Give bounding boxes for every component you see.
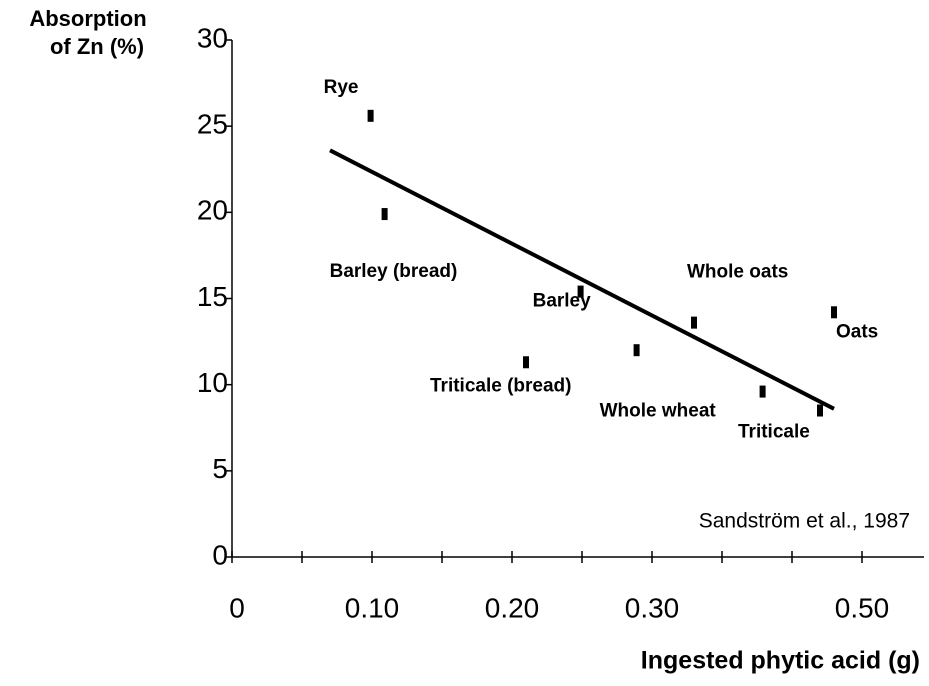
point [831, 306, 837, 319]
point [691, 316, 697, 329]
y-tick-label: 5 [212, 453, 228, 484]
y-tick-label: 20 [197, 195, 228, 226]
point-label: Whole oats [687, 262, 788, 283]
x-axis-label: Ingested phytic acid (g) [641, 647, 920, 675]
point-label: Oats [836, 321, 878, 342]
x-tick-label: 0.50 [835, 592, 890, 623]
y-tick-label: 10 [197, 367, 228, 398]
point-label: Triticale (bread) [430, 375, 572, 396]
point [523, 356, 529, 369]
point [817, 404, 823, 417]
point [367, 109, 374, 122]
point-label: Barley [533, 291, 592, 312]
y-tick-label: 0 [212, 539, 228, 570]
y-axis-label: of Zn (%) [50, 34, 144, 59]
point-label: Triticale [738, 422, 810, 443]
x-tick-label: 0.30 [625, 592, 680, 623]
y-tick-label: 25 [197, 109, 228, 140]
point [381, 208, 388, 221]
x-tick-label: 0.20 [485, 592, 540, 623]
point-label: Rye [324, 77, 359, 98]
x-tick-label: 0.10 [345, 592, 400, 623]
point [633, 344, 640, 357]
annotation: Sandström et al., 1987 [699, 510, 910, 533]
point [759, 385, 766, 398]
point [577, 285, 584, 298]
point-label: Whole wheat [600, 401, 717, 422]
x-tick-label: 0 [229, 592, 245, 623]
trendline [329, 148, 835, 411]
y-tick-label: 15 [197, 281, 228, 312]
y-axis-label: Absorption [29, 6, 146, 31]
point-label: Barley (bread) [330, 261, 458, 282]
y-tick-label: 30 [197, 22, 228, 53]
